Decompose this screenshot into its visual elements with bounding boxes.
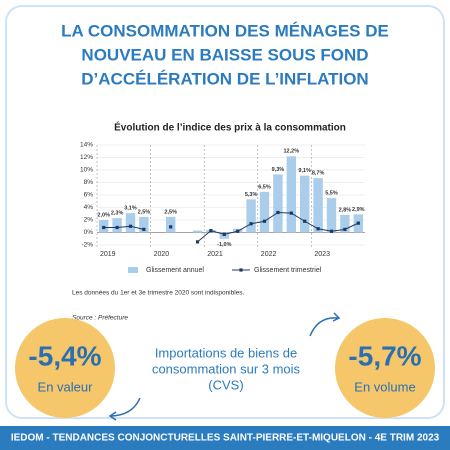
x-tick-label: 2021 xyxy=(207,251,223,258)
line-marker xyxy=(249,222,253,226)
chart-title: Évolution de l’indice des prix à la cons… xyxy=(114,121,346,134)
line-marker xyxy=(329,229,334,233)
title-line: NOUVEAU EN BAISSE SOUS FOND xyxy=(81,45,368,64)
line-marker xyxy=(303,219,307,223)
line-marker xyxy=(128,224,133,228)
data-label: 5,3% xyxy=(245,192,258,198)
data-label: 12,2% xyxy=(283,149,299,155)
data-label: 9,1% xyxy=(298,168,311,174)
x-tick-label: 2020 xyxy=(154,251,170,258)
chart-note: Les données du 1er et 3e trimestre 2020 … xyxy=(72,290,245,297)
line-marker xyxy=(142,227,146,231)
bar xyxy=(112,218,122,233)
line-marker xyxy=(356,221,360,225)
line-marker xyxy=(236,229,240,233)
bar xyxy=(192,230,203,233)
bar xyxy=(125,213,136,233)
data-label: 3,1% xyxy=(124,206,137,212)
data-label: 2,9% xyxy=(352,207,365,213)
bar xyxy=(286,156,296,233)
data-label: 2,8% xyxy=(339,207,352,213)
value-label: En valeur xyxy=(38,379,94,394)
bar xyxy=(259,191,270,233)
line-marker xyxy=(316,227,320,231)
y-tick-label: 4% xyxy=(84,204,94,211)
data-label: 6,5% xyxy=(258,184,271,190)
legend-label: Glissement trimestriel xyxy=(254,267,322,274)
imports-text: Importations de biens de xyxy=(155,345,297,360)
line-marker xyxy=(102,225,106,230)
imports-text: consommation sur 3 mois xyxy=(152,361,301,376)
y-tick-label: -2% xyxy=(81,242,93,249)
bar xyxy=(340,215,350,233)
data-label: -1,0% xyxy=(217,242,231,248)
x-tick-label: 2023 xyxy=(314,251,330,258)
card xyxy=(5,5,445,419)
legend-swatch xyxy=(128,267,138,273)
line xyxy=(103,225,145,230)
line-marker xyxy=(262,219,267,223)
y-tick-label: 8% xyxy=(84,179,94,186)
data-label: 2,5% xyxy=(164,209,177,215)
arrow xyxy=(108,411,117,421)
bar xyxy=(139,216,149,233)
x-tick-label: 2022 xyxy=(261,251,277,258)
bar xyxy=(246,199,256,233)
y-tick-label: 6% xyxy=(84,192,94,199)
arrow xyxy=(309,317,339,337)
data-label: 8,7% xyxy=(312,171,325,177)
y-tick-label: 0% xyxy=(84,229,94,236)
bar xyxy=(326,198,337,233)
volume-change: -5,7% xyxy=(348,340,421,371)
data-label: 2,5% xyxy=(138,209,151,215)
arrow xyxy=(332,312,341,322)
legend-label: Glissement annuel xyxy=(146,267,204,274)
line-marker xyxy=(276,210,280,215)
data-label: 2,0% xyxy=(97,212,110,218)
y-tick-label: 2% xyxy=(84,217,94,224)
footer: IEDOM - TENDANCES CONJONCTURELLES SAINT-… xyxy=(11,433,440,444)
imports-text: (CVS) xyxy=(208,377,243,392)
bar xyxy=(313,178,323,233)
line-marker xyxy=(289,211,293,215)
y-tick-label: 14% xyxy=(80,142,93,149)
line-marker xyxy=(115,225,119,230)
y-tick-label: 12% xyxy=(80,154,93,161)
footer-bar xyxy=(0,426,450,450)
data-label: 2,3% xyxy=(111,211,124,217)
arrow xyxy=(109,397,141,417)
badge xyxy=(15,318,115,418)
title-line: LA CONSOMMATION DES MÉNAGES DE xyxy=(61,21,389,40)
chart-source: Source : Préfecture xyxy=(72,315,128,322)
bar xyxy=(273,174,283,233)
volume-label: En volume xyxy=(354,379,415,394)
value-change: -5,4% xyxy=(28,340,101,371)
line-marker xyxy=(209,229,213,233)
title-line: D’ACCÉLÉRATION DE L’INFLATION xyxy=(81,69,368,88)
bar xyxy=(300,175,310,233)
line-marker xyxy=(169,225,173,229)
y-tick-label: 10% xyxy=(80,167,93,174)
badge xyxy=(335,318,435,418)
data-label: 5,5% xyxy=(325,191,338,197)
legend-swatch xyxy=(239,268,243,272)
line-marker xyxy=(222,232,226,236)
data-label: 9,3% xyxy=(272,167,285,173)
bar xyxy=(166,216,176,233)
line-marker xyxy=(195,240,200,244)
line-marker xyxy=(343,227,347,231)
x-tick-label: 2019 xyxy=(100,251,116,258)
